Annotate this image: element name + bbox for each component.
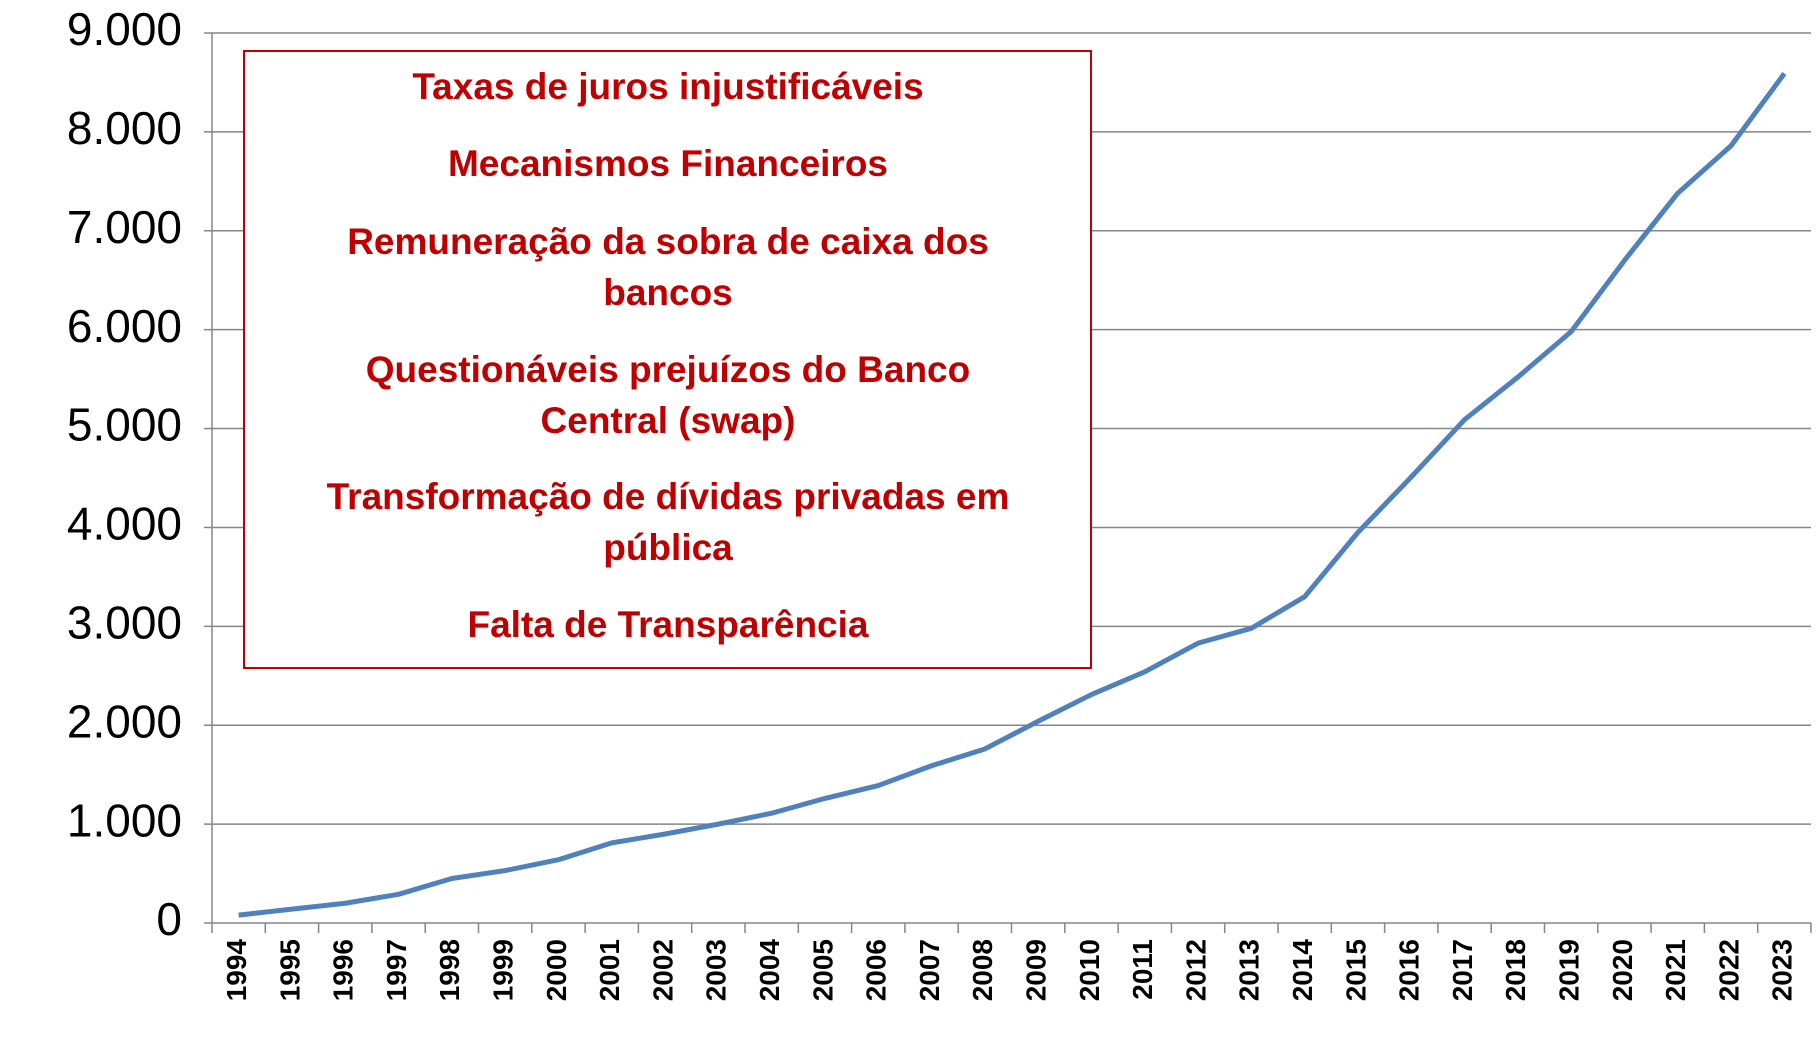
x-tick-label: 2023 (1767, 939, 1798, 1001)
y-tick-label: 9.000 (67, 3, 182, 55)
annotation-text: Questionáveis prejuízos do Banco (366, 349, 970, 390)
x-tick-label: 2004 (754, 939, 785, 1002)
x-tick-label: 2015 (1340, 939, 1371, 1001)
x-tick-label: 2014 (1287, 939, 1318, 1002)
x-tick-label: 2022 (1713, 939, 1744, 1001)
annotation-text: Remuneração da sobra de caixa dos (347, 221, 989, 262)
x-tick-label: 1999 (488, 939, 519, 1001)
y-tick-label: 6.000 (67, 300, 182, 352)
x-tick-label: 2011 (1127, 939, 1158, 1000)
x-tick-label: 2009 (1021, 939, 1052, 1001)
x-tick-label: 2013 (1234, 939, 1265, 1001)
x-tick-label: 2018 (1500, 939, 1531, 1001)
annotation-text: pública (603, 527, 733, 568)
y-tick-label: 1.000 (67, 794, 182, 846)
x-tick-label: 1997 (381, 939, 412, 1001)
annotation-text: Taxas de juros injustificáveis (412, 66, 923, 107)
y-tick-label: 0 (156, 893, 182, 945)
x-tick-label: 2007 (914, 939, 945, 1001)
x-tick-label: 2008 (967, 939, 998, 1001)
x-tick-label: 2002 (647, 939, 678, 1001)
annotation-text: Mecanismos Financeiros (448, 143, 888, 184)
y-tick-label: 7.000 (67, 201, 182, 253)
x-tick-label: 2010 (1074, 939, 1105, 1001)
x-tick-label: 2003 (701, 939, 732, 1001)
y-tick-label: 8.000 (67, 102, 182, 154)
annotation-text: Transformação de dívidas privadas em (327, 476, 1010, 517)
y-tick-label: 5.000 (67, 399, 182, 451)
x-tick-label: 2016 (1394, 939, 1425, 1001)
y-tick-label: 4.000 (67, 498, 182, 550)
annotation-box (243, 50, 1092, 669)
annotation-text: bancos (603, 272, 733, 313)
x-tick-label: 1998 (434, 939, 465, 1001)
x-tick-label: 2005 (807, 939, 838, 1001)
x-tick-label: 1996 (328, 939, 359, 1001)
x-tick-label: 2021 (1660, 939, 1691, 1001)
x-tick-label: 1994 (221, 939, 252, 1002)
x-tick-label: 2017 (1447, 939, 1478, 1001)
y-tick-label: 3.000 (67, 596, 182, 648)
annotation-text: Central (swap) (541, 400, 796, 441)
x-tick-label: 1995 (274, 939, 305, 1001)
x-tick-label: 2020 (1607, 939, 1638, 1001)
line-series (238, 72, 1787, 918)
x-tick-label: 2001 (594, 939, 625, 1001)
y-tick-label: 2.000 (67, 695, 182, 747)
annotation-text: Falta de Transparência (467, 604, 868, 645)
x-tick-label: 2012 (1180, 939, 1211, 1001)
x-tick-label: 2006 (861, 939, 892, 1001)
x-tick-label: 2019 (1554, 939, 1585, 1001)
x-tick-label: 2000 (541, 939, 572, 1001)
